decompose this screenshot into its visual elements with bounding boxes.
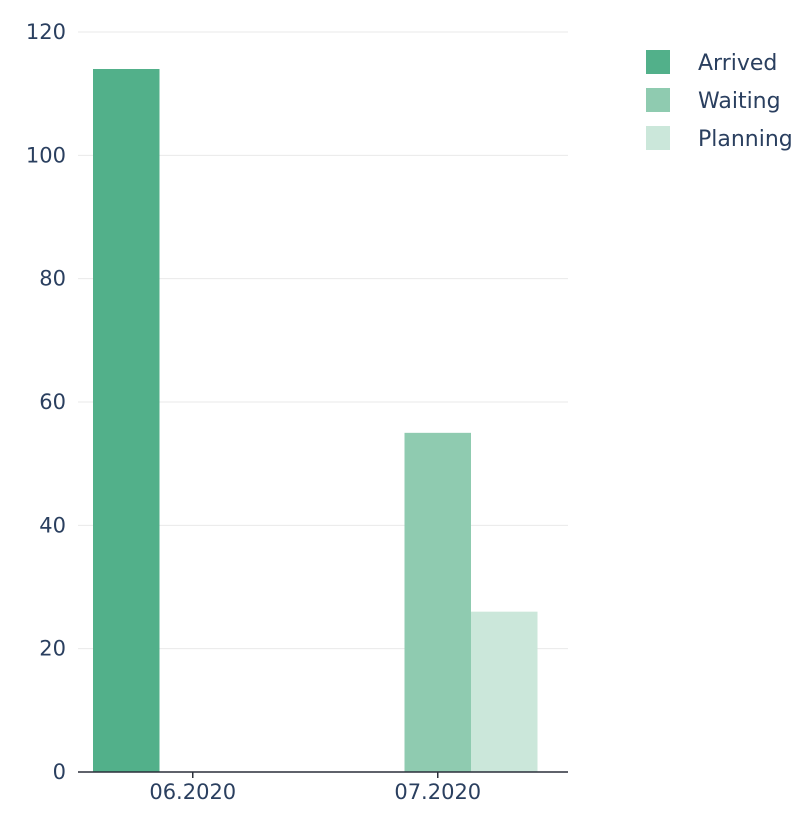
legend-swatch [646, 88, 670, 112]
legend-swatch [646, 50, 670, 74]
bar-planning-07.2020[interactable] [471, 611, 538, 772]
x-tick-label: 07.2020 [394, 780, 481, 804]
y-tick-label: 0 [53, 760, 66, 784]
y-tick-label: 100 [26, 143, 66, 167]
legend[interactable]: Arrived Waiting Planning [646, 50, 793, 152]
legend-label: Waiting [698, 89, 781, 114]
legend-item-waiting[interactable]: Waiting [646, 88, 781, 114]
y-tick-label: 120 [26, 20, 66, 44]
x-axis-ticks: 06.2020 07.2020 [149, 772, 481, 804]
bar-arrived-06.2020[interactable] [93, 69, 160, 772]
x-tick-label: 06.2020 [149, 780, 236, 804]
bar-waiting-07.2020[interactable] [404, 432, 472, 772]
legend-label: Arrived [698, 51, 777, 76]
legend-item-arrived[interactable]: Arrived [646, 50, 777, 76]
legend-label: Planning [698, 127, 793, 152]
y-tick-label: 80 [39, 267, 66, 291]
legend-swatch [646, 126, 670, 150]
y-tick-label: 20 [39, 637, 66, 661]
bars [93, 69, 538, 772]
y-axis-ticks: 0 20 40 60 80 100 120 [26, 20, 66, 784]
y-tick-label: 40 [39, 513, 66, 537]
legend-item-planning[interactable]: Planning [646, 126, 793, 152]
y-tick-label: 60 [39, 390, 66, 414]
